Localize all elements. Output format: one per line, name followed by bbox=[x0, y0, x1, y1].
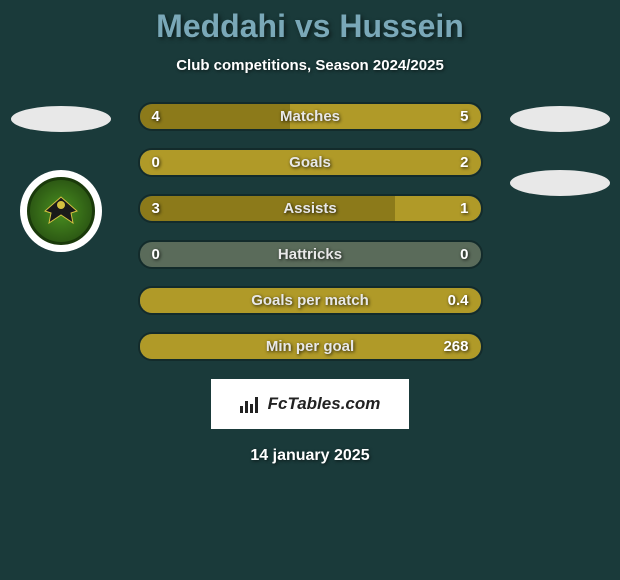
stat-bar: 4Matches5 bbox=[138, 102, 483, 131]
left-player-column bbox=[8, 102, 113, 252]
stat-bar: 0Goals2 bbox=[138, 148, 483, 177]
stats-bars: 4Matches50Goals23Assists10Hattricks0Goal… bbox=[138, 102, 483, 361]
brand-box: FcTables.com bbox=[211, 379, 409, 429]
stat-value-right: 1 bbox=[460, 200, 468, 217]
stat-label: Matches bbox=[140, 108, 481, 125]
stat-label: Goals bbox=[140, 154, 481, 171]
comparison-area: 4Matches50Goals23Assists10Hattricks0Goal… bbox=[0, 102, 620, 361]
club-badge-icon bbox=[27, 177, 95, 245]
main-container: Meddahi vs Hussein Club competitions, Se… bbox=[0, 0, 620, 580]
stat-label: Min per goal bbox=[140, 338, 481, 355]
club-logo-left bbox=[20, 170, 102, 252]
stat-label: Goals per match bbox=[140, 292, 481, 309]
page-title: Meddahi vs Hussein bbox=[156, 8, 464, 45]
stat-value-right: 2 bbox=[460, 154, 468, 171]
stat-bar: Min per goal268 bbox=[138, 332, 483, 361]
stat-bar: 3Assists1 bbox=[138, 194, 483, 223]
stat-value-right: 0.4 bbox=[448, 292, 469, 309]
stat-label: Hattricks bbox=[140, 246, 481, 263]
player-right-placeholder bbox=[510, 106, 610, 132]
stat-label: Assists bbox=[140, 200, 481, 217]
club-right-placeholder bbox=[510, 170, 610, 196]
chart-icon bbox=[240, 395, 262, 413]
brand-text: FcTables.com bbox=[268, 394, 381, 414]
player-left-placeholder bbox=[11, 106, 111, 132]
stat-value-right: 0 bbox=[460, 246, 468, 263]
stat-bar: 0Hattricks0 bbox=[138, 240, 483, 269]
stat-bar: Goals per match0.4 bbox=[138, 286, 483, 315]
page-subtitle: Club competitions, Season 2024/2025 bbox=[176, 57, 444, 74]
stat-value-right: 5 bbox=[460, 108, 468, 125]
right-player-column bbox=[507, 102, 612, 196]
stat-value-right: 268 bbox=[443, 338, 468, 355]
date-label: 14 january 2025 bbox=[250, 447, 369, 465]
eagle-icon bbox=[37, 193, 85, 229]
